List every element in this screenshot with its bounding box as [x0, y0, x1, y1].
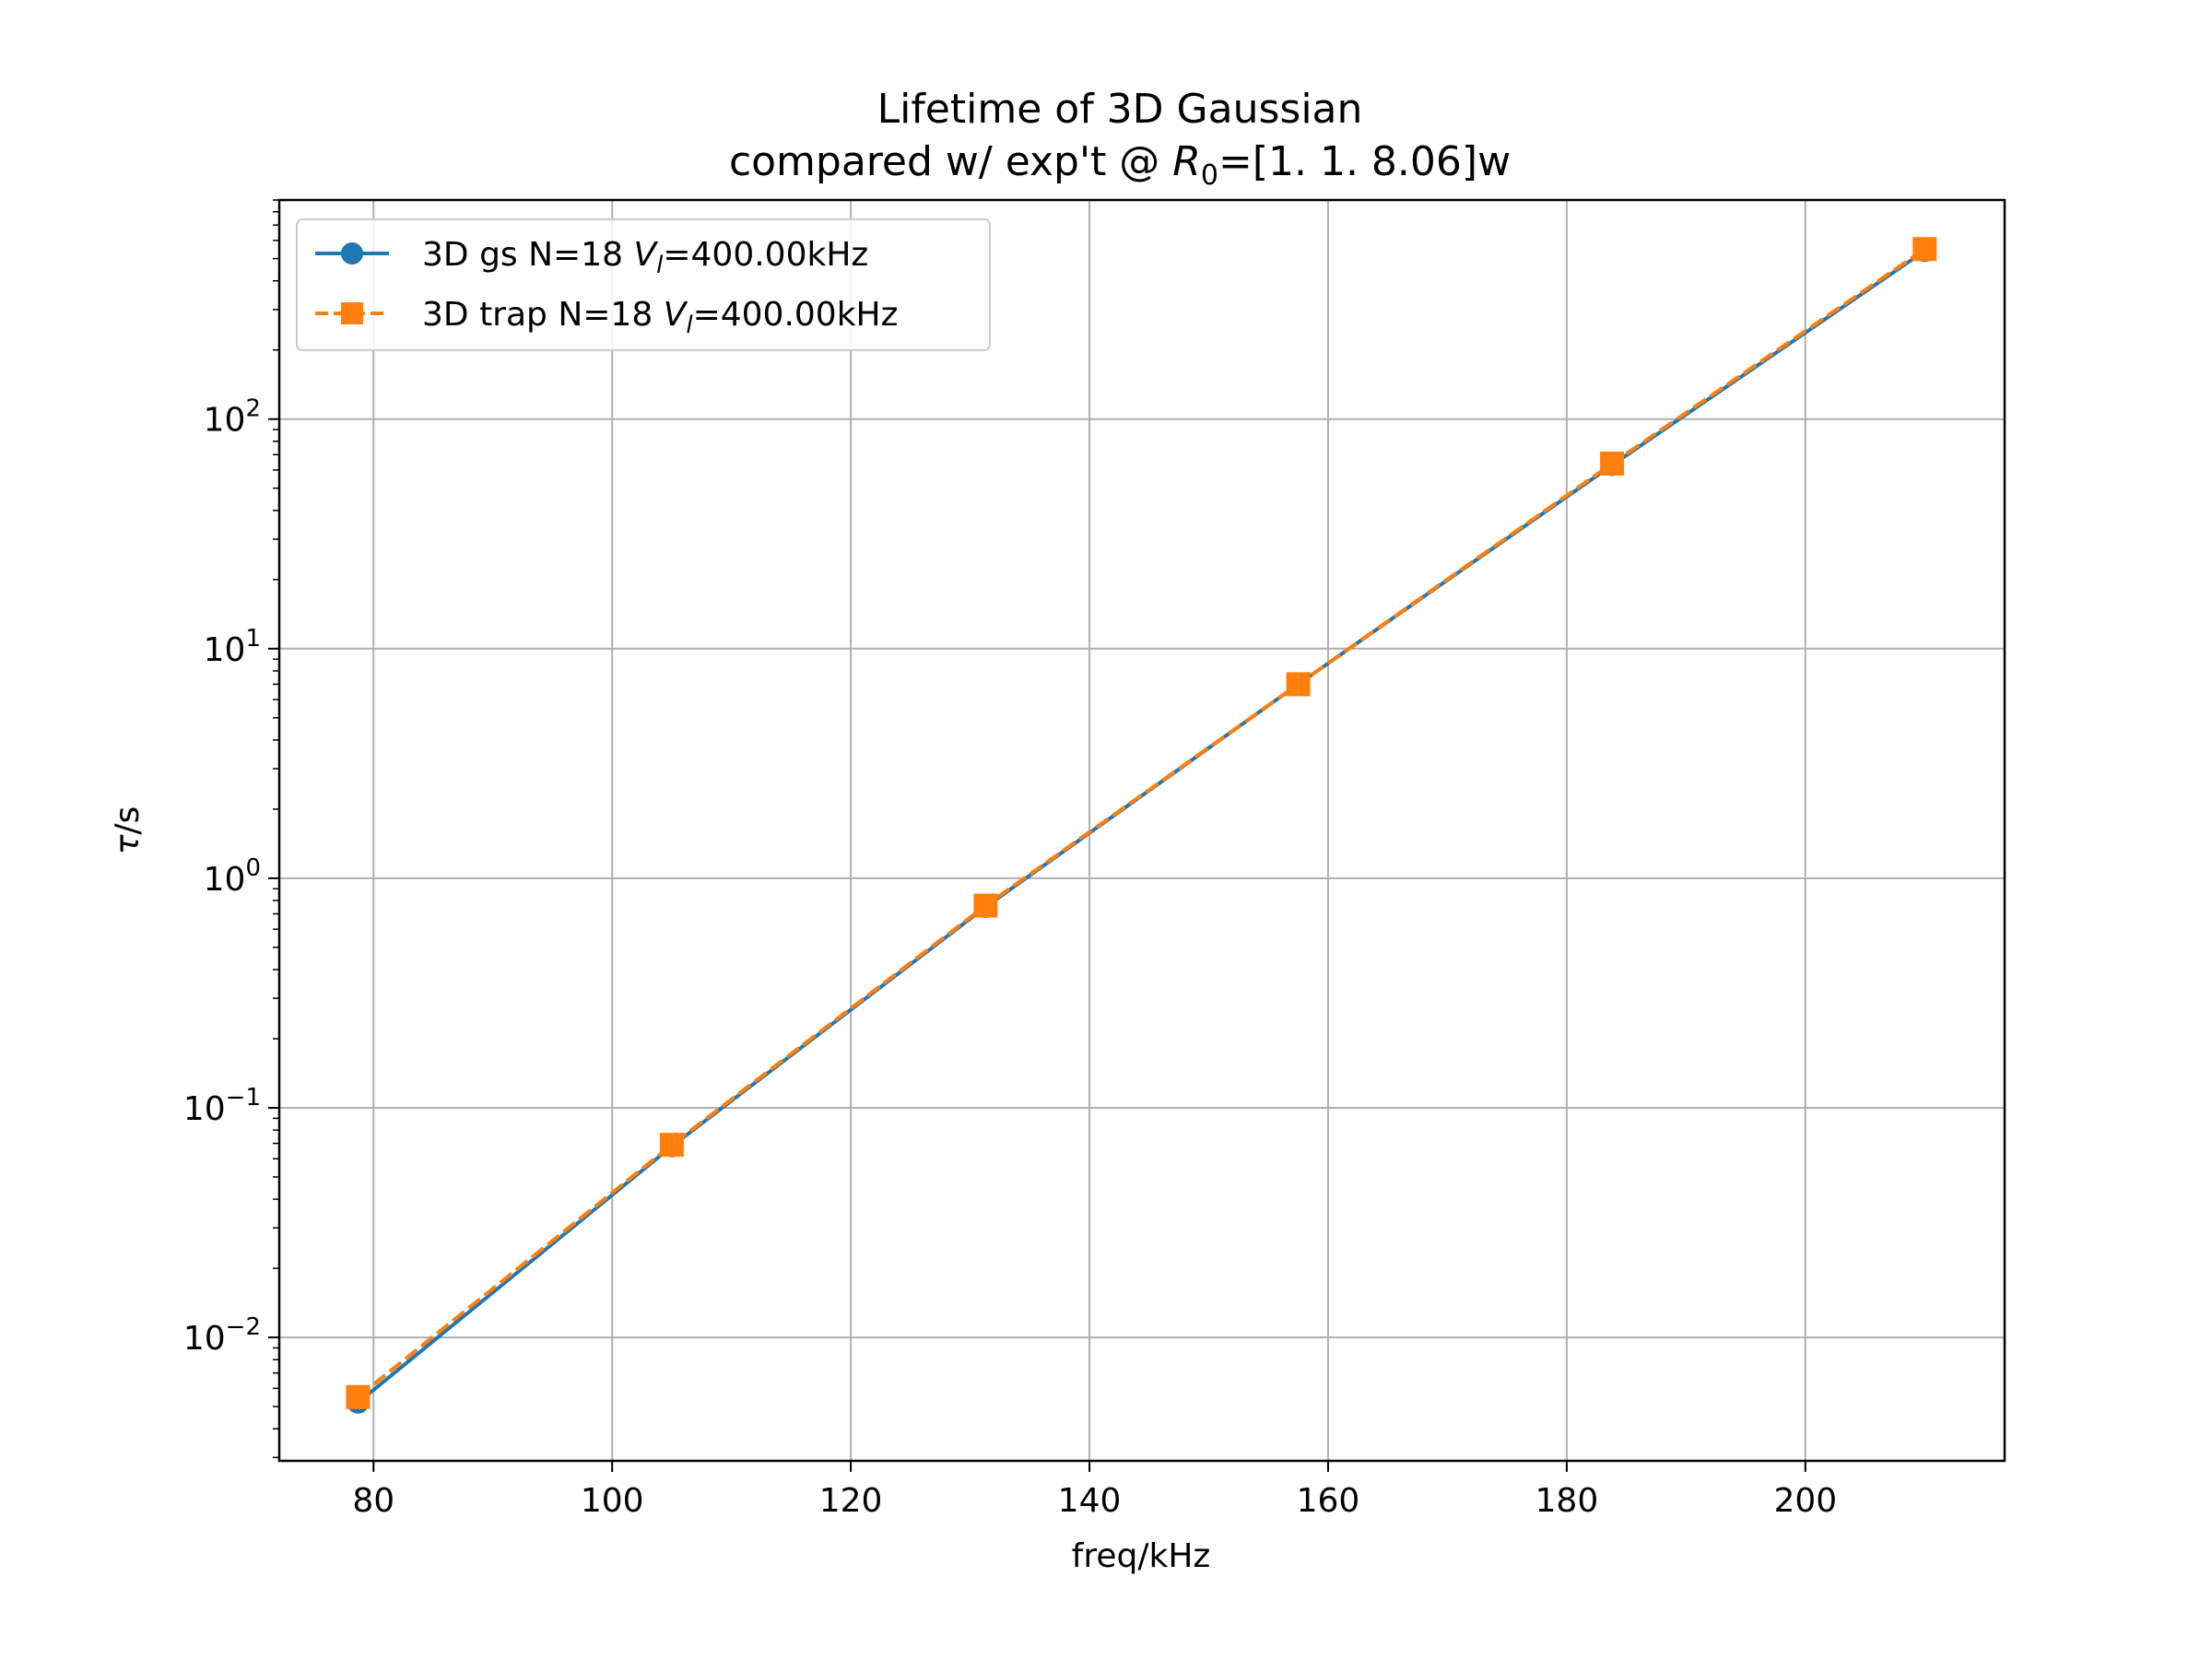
- legend-trap-marker: [341, 302, 363, 324]
- y-axis-label-var: τ: [109, 834, 147, 854]
- chart-title-var: R: [1172, 138, 1201, 185]
- series-point-1: [1912, 237, 1937, 262]
- legend-trap-label: 3D trap N=18 Vl=400.00kHz: [422, 296, 899, 339]
- series-point-1: [973, 893, 998, 918]
- series-point-1: [659, 1133, 684, 1158]
- legend-gs-prefix: 3D gs N=18: [422, 236, 633, 274]
- grid: [279, 200, 2005, 1461]
- y-tick-label: 10−1: [183, 1084, 261, 1128]
- y-tick-exponent: −2: [226, 1313, 261, 1341]
- plot-frame: [277, 198, 2006, 1463]
- y-tick-base: 10: [204, 631, 246, 669]
- x-tick-label: 180: [1535, 1482, 1599, 1520]
- legend-trap-sub: l: [686, 312, 693, 339]
- chart-title-line1: Lifetime of 3D Gaussian: [877, 86, 1363, 133]
- y-tick-exponent: −1: [226, 1084, 261, 1112]
- y-tick-exponent: 0: [245, 854, 261, 882]
- legend-trap-prefix: 3D trap N=18: [422, 296, 664, 334]
- x-tick-label: 200: [1773, 1482, 1837, 1520]
- y-tick-exponent: 1: [245, 625, 261, 653]
- x-tick-label: 80: [352, 1482, 394, 1520]
- y-axis-label-suffix: /s: [109, 806, 147, 835]
- legend-gs-suffix: =400.00kHz: [663, 236, 868, 274]
- legend-gs-label: 3D gs N=18 Vl=400.00kHz: [422, 236, 868, 279]
- series-point-1: [346, 1384, 371, 1409]
- legend-box: [296, 218, 991, 351]
- series-point-1: [1286, 672, 1311, 697]
- chart-title-line2: compared w/ exp't @ R0=[1. 1. 8.06]w: [729, 138, 1511, 192]
- y-tick-base: 10: [183, 1320, 226, 1358]
- legend-trap-var: V: [664, 296, 688, 334]
- y-tick-base: 10: [204, 402, 246, 440]
- y-tick-label: 100: [204, 854, 261, 899]
- chart-title-sub: 0: [1201, 159, 1218, 192]
- series-point-1: [1600, 451, 1625, 476]
- legend-gs-marker: [341, 242, 363, 265]
- x-tick-label: 140: [1058, 1482, 1122, 1520]
- legend: 3D gs N=18 Vl=400.00kHz 3D trap N=18 Vl=…: [296, 218, 991, 351]
- legend-gs-var: V: [633, 236, 658, 274]
- x-tick-label: 160: [1297, 1482, 1360, 1520]
- series-line-1: [357, 247, 1926, 1399]
- y-tick-label: 102: [204, 395, 261, 440]
- series-layer: [346, 237, 1937, 1414]
- x-tick-label: 100: [581, 1482, 644, 1520]
- x-axis-label: freq/kHz: [1072, 1537, 1211, 1575]
- chart-title-suffix: =[1. 1. 8.06]w: [1218, 138, 1511, 185]
- chart-title-prefix: compared w/ exp't @: [729, 138, 1172, 185]
- y-tick-label: 10−2: [183, 1313, 261, 1358]
- x-tick-label: 120: [819, 1482, 883, 1520]
- y-axis-label: τ/s: [109, 806, 147, 855]
- legend-trap-suffix: =400.00kHz: [693, 296, 899, 334]
- legend-gs-sub: l: [656, 252, 664, 279]
- y-tick-base: 10: [204, 861, 246, 899]
- y-tick-label: 101: [204, 625, 261, 669]
- y-tick-base: 10: [183, 1090, 226, 1128]
- y-tick-exponent: 2: [245, 395, 261, 423]
